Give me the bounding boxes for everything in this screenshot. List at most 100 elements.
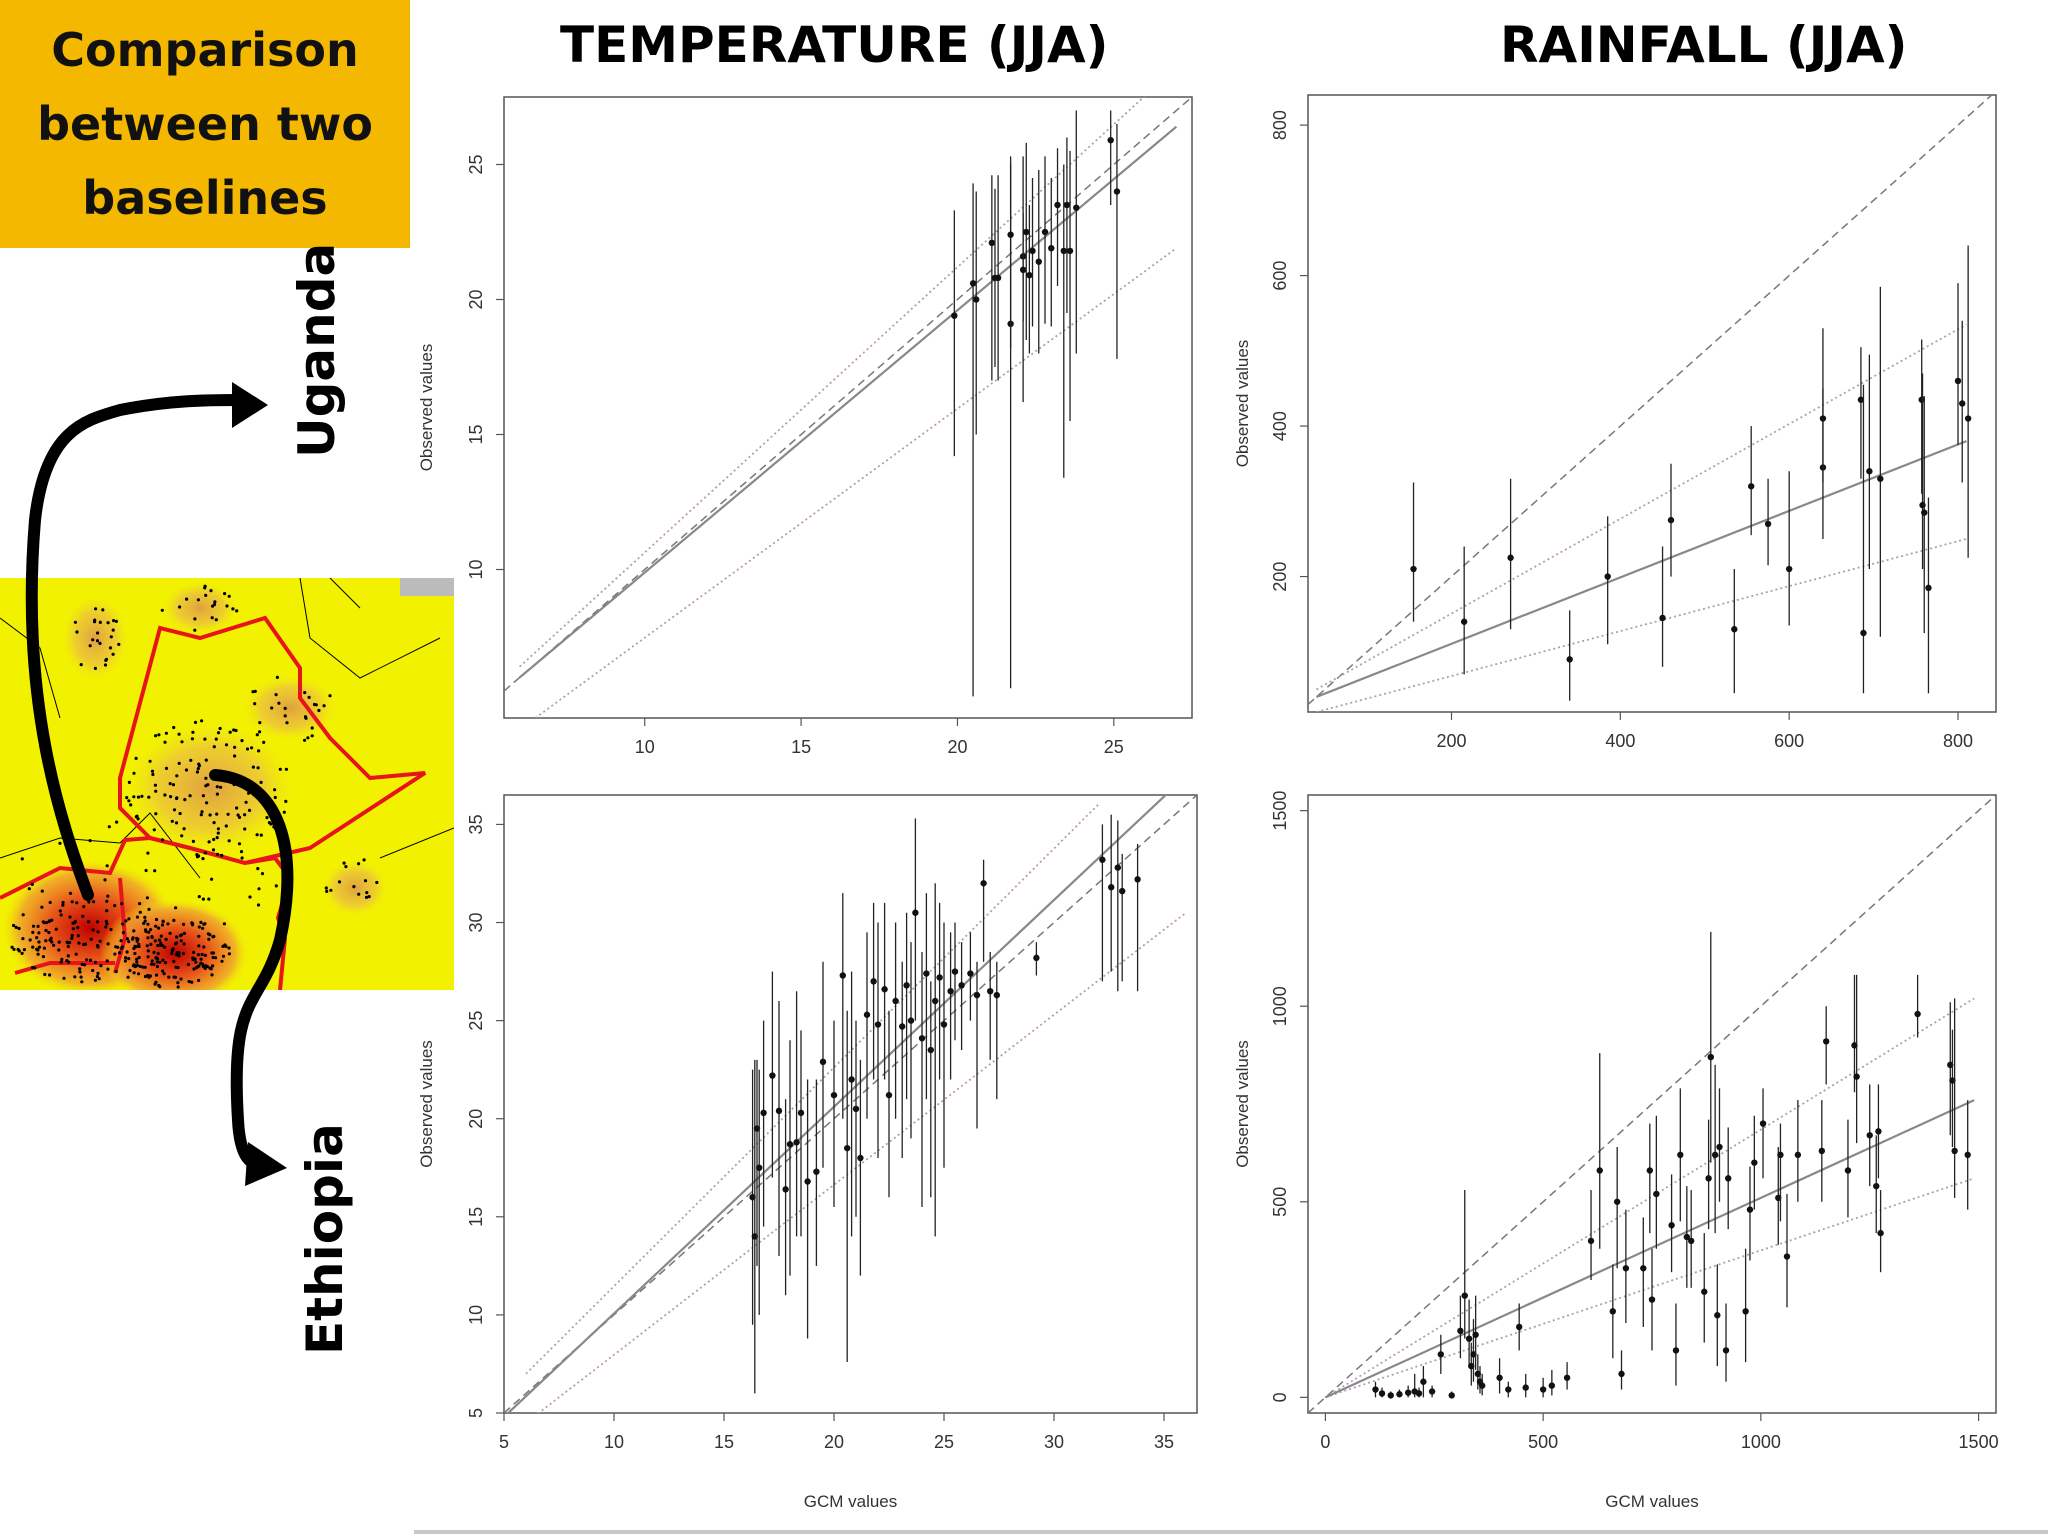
uganda-temperature-point: [1054, 201, 1061, 209]
station-dot: [146, 973, 150, 978]
station-dot: [148, 759, 152, 763]
station-dot: [31, 924, 36, 928]
station-dot: [143, 915, 147, 919]
station-dot: [224, 944, 228, 948]
station-dot: [125, 950, 129, 954]
station-dot: [224, 824, 228, 828]
station-dot: [173, 975, 178, 979]
uganda-rainfall-point: [1604, 573, 1611, 580]
station-dot: [200, 719, 204, 723]
station-dot: [179, 933, 184, 937]
uganda-rainfall-point: [1918, 396, 1925, 403]
station-dot: [194, 966, 199, 970]
station-dot: [258, 721, 262, 725]
station-dot: [197, 925, 201, 929]
station-dot: [274, 693, 278, 697]
uganda-rainfall-identity-line: [1308, 95, 1993, 706]
ethiopia-rainfall-point: [1448, 1392, 1455, 1399]
station-dot: [363, 879, 368, 883]
ethiopia-temperature-fit-line: [506, 795, 1168, 1413]
station-dot: [37, 931, 41, 935]
uganda-rainfall-point: [1785, 565, 1793, 573]
ethiopia-rainfall-point: [1964, 1151, 1971, 1159]
station-dot: [77, 941, 81, 945]
uganda-rainfall-y-tick-label: 200: [1270, 562, 1290, 592]
station-dot: [175, 941, 179, 945]
rainfall-column-title: RAINFALL (JJA): [1500, 16, 1908, 74]
ethiopia-rainfall-point: [1613, 1198, 1621, 1205]
station-dot: [310, 726, 314, 730]
ethiopia-rainfall-point: [1457, 1327, 1464, 1335]
ethiopia-rainfall-point: [1687, 1237, 1695, 1245]
uganda-rainfall-y-tick-label: 400: [1270, 411, 1290, 441]
ethiopia-temperature-point: [830, 1091, 838, 1099]
station-dot: [212, 821, 216, 825]
station-dot: [201, 794, 205, 798]
station-dot: [93, 960, 97, 964]
station-dot: [223, 592, 227, 596]
station-dot: [98, 641, 102, 645]
station-dot: [145, 896, 149, 900]
station-dot: [197, 964, 201, 968]
station-dot: [179, 939, 183, 943]
ethiopia-rainfall-point: [1794, 1151, 1802, 1159]
station-dot: [98, 939, 102, 943]
station-dot: [123, 959, 127, 963]
ethiopia-rainfall-point: [1914, 1010, 1921, 1018]
ethiopia-temperature-point: [813, 1168, 820, 1175]
uganda-rainfall-x-tick-label: 400: [1605, 731, 1635, 751]
station-dot: [247, 808, 252, 812]
station-dot: [221, 944, 225, 948]
station-dot: [203, 953, 207, 957]
station-dot: [259, 833, 263, 837]
station-dot: [303, 691, 307, 695]
station-dot: [158, 985, 162, 989]
station-dot: [203, 584, 207, 588]
station-dot: [112, 619, 116, 623]
station-dot: [119, 939, 123, 943]
uganda-rainfall-point: [1659, 614, 1666, 622]
ethiopia-temperature-point: [940, 1021, 948, 1028]
station-dot: [226, 812, 230, 816]
ethiopia-temperature-identity-line: [504, 795, 1197, 1413]
station-dot: [57, 940, 61, 944]
ethiopia-rainfall-point: [1465, 1335, 1473, 1342]
station-dot: [329, 888, 333, 892]
station-dot: [352, 885, 356, 889]
ethiopia-rainfall-point: [1875, 1128, 1882, 1135]
ethiopia-temperature-point: [892, 997, 899, 1005]
station-dot: [48, 900, 52, 905]
ethiopia-rainfall-point: [1853, 1073, 1860, 1080]
ethiopia-temperature-y-tick-label: 35: [466, 814, 486, 834]
station-dot: [245, 747, 250, 751]
ethiopia-temperature-point: [786, 1141, 794, 1148]
station-dot: [154, 973, 159, 977]
station-dot: [129, 803, 133, 807]
station-dot: [144, 929, 148, 934]
station-dot: [78, 970, 82, 974]
station-dot: [304, 716, 308, 720]
station-dot: [201, 926, 205, 930]
station-dot: [136, 795, 141, 799]
ethiopia-rainfall-identity-line: [1308, 795, 1996, 1413]
station-dot: [163, 945, 167, 949]
station-dot: [66, 944, 70, 949]
ethiopia-temperature-x-tick-label: 20: [824, 1432, 844, 1452]
station-dot: [210, 616, 214, 620]
station-dot: [159, 941, 163, 945]
station-dot: [89, 937, 93, 941]
station-dot: [197, 764, 201, 768]
ethiopia-rainfall-x-tick-label: 1000: [1741, 1432, 1781, 1452]
station-dot: [188, 794, 192, 798]
ethiopia-rainfall-frame: [1307, 794, 1997, 1414]
ethiopia-temperature-point: [899, 1023, 906, 1030]
uganda-rainfall-point: [1857, 396, 1865, 403]
station-dot: [364, 895, 369, 899]
station-dot: [92, 620, 97, 624]
ethiopia-temperature-frame: [503, 794, 1198, 1414]
station-dot: [269, 822, 273, 826]
ethiopia-rainfall-point: [1711, 1151, 1719, 1159]
station-dot: [83, 963, 87, 967]
station-dot: [114, 619, 118, 623]
ethiopia-temperature-point: [951, 968, 959, 975]
